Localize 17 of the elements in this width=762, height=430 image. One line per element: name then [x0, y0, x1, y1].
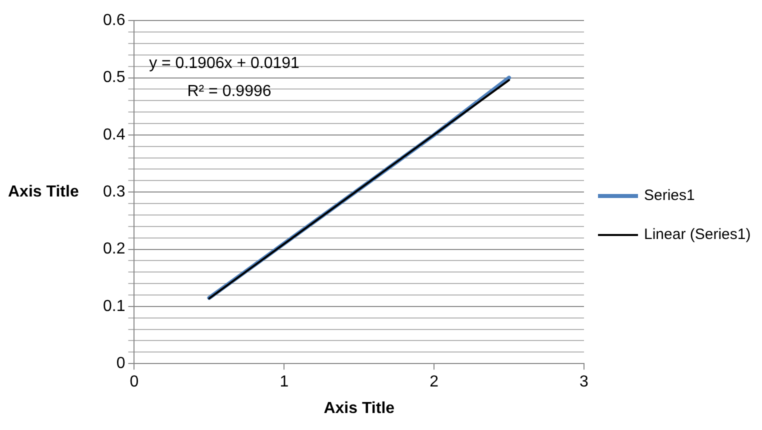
legend-label: Series1	[644, 187, 695, 204]
y-tick-label: 0.5	[102, 69, 126, 86]
annotation: R² = 0.9996	[187, 83, 272, 100]
y-tick-label: 0.6	[102, 12, 126, 30]
x-tick-label: 0	[130, 374, 139, 391]
legend-label: Linear (Series1)	[644, 226, 751, 243]
y-tick-label: 0.4	[102, 126, 126, 144]
x-tick-label: 3	[580, 374, 589, 391]
y-tick-label: 0.1	[102, 298, 126, 315]
x-tick-label: 1	[280, 374, 289, 391]
x-axis-title: Axis Title	[324, 400, 395, 417]
annotation: y = 0.1906x + 0.0191	[149, 55, 300, 72]
y-tick-label: 0.3	[102, 184, 126, 201]
y-tick-label: 0.2	[102, 240, 126, 258]
y-axis-title: Axis Title	[8, 184, 79, 201]
x-tick-label: 2	[430, 374, 439, 391]
y-tick-label: 0	[116, 355, 126, 372]
